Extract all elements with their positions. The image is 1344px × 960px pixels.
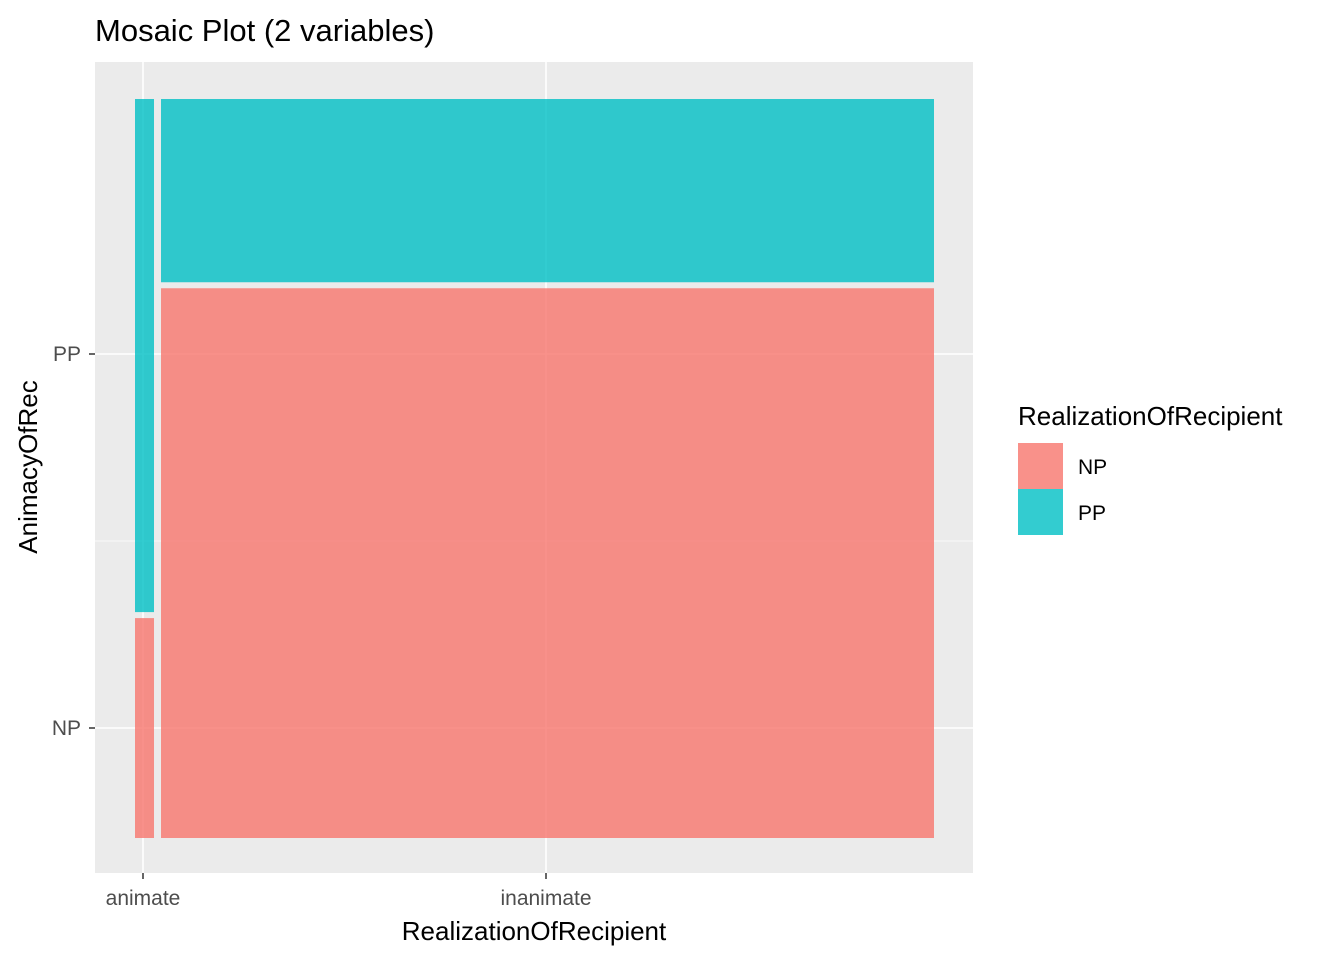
y-tick-label-pp: PP — [53, 343, 81, 366]
legend-label-np: NP — [1078, 456, 1107, 479]
mosaic-cells — [135, 99, 934, 838]
y-axis-ticks: NP PP — [52, 343, 95, 740]
y-tick-label-np: NP — [52, 717, 81, 740]
cell-inanimate-np — [161, 288, 934, 838]
chart-title: Mosaic Plot (2 variables) — [95, 13, 434, 48]
y-axis-title: AnimacyOfRec — [13, 380, 43, 553]
x-axis-title: RealizationOfRecipient — [402, 916, 667, 946]
cell-animate-pp — [135, 99, 155, 613]
legend-key-np — [1018, 443, 1063, 489]
legend: RealizationOfRecipient NP PP — [1018, 401, 1283, 535]
x-axis-ticks: animate inanimate — [106, 873, 592, 910]
legend-key-pp — [1018, 489, 1063, 535]
legend-title: RealizationOfRecipient — [1018, 401, 1283, 431]
cell-inanimate-pp — [161, 99, 934, 283]
legend-label-pp: PP — [1078, 502, 1106, 525]
x-tick-label-animate: animate — [106, 887, 181, 910]
x-tick-label-inanimate: inanimate — [500, 887, 591, 910]
cell-animate-np — [135, 618, 155, 838]
